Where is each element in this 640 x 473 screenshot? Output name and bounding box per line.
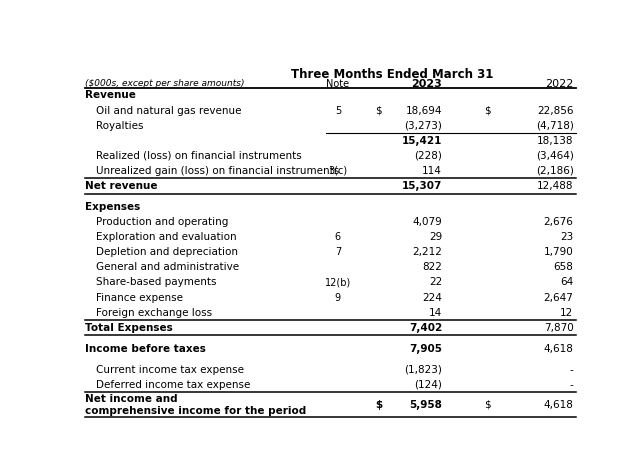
Text: (2,186): (2,186) — [536, 166, 573, 176]
Text: 658: 658 — [554, 263, 573, 272]
Text: 15,421: 15,421 — [402, 136, 442, 146]
Text: $: $ — [375, 400, 382, 410]
Text: 5,958: 5,958 — [409, 400, 442, 410]
Text: Revenue: Revenue — [85, 90, 136, 100]
Text: 64: 64 — [560, 278, 573, 288]
Text: Note: Note — [326, 79, 349, 89]
Text: Realized (loss) on financial instruments: Realized (loss) on financial instruments — [96, 151, 301, 161]
Text: 14: 14 — [429, 307, 442, 318]
Text: Net income and
comprehensive income for the period: Net income and comprehensive income for … — [85, 394, 306, 416]
Text: ($000s, except per share amounts): ($000s, except per share amounts) — [85, 79, 244, 88]
Text: $: $ — [484, 105, 491, 115]
Text: 9: 9 — [335, 293, 341, 303]
Text: Expenses: Expenses — [85, 202, 140, 212]
Text: 2023: 2023 — [412, 79, 442, 89]
Text: 2,647: 2,647 — [543, 293, 573, 303]
Text: Depletion and depreciation: Depletion and depreciation — [96, 247, 238, 257]
Text: Deferred income tax expense: Deferred income tax expense — [96, 380, 250, 390]
Text: Finance expense: Finance expense — [96, 293, 183, 303]
Text: Net revenue: Net revenue — [85, 181, 157, 191]
Text: 114: 114 — [422, 166, 442, 176]
Text: 4,618: 4,618 — [543, 344, 573, 354]
Text: Income before taxes: Income before taxes — [85, 344, 206, 354]
Text: 7: 7 — [335, 247, 341, 257]
Text: (228): (228) — [414, 151, 442, 161]
Text: 18,138: 18,138 — [537, 136, 573, 146]
Text: General and administrative: General and administrative — [96, 263, 239, 272]
Text: (3,273): (3,273) — [404, 121, 442, 131]
Text: 2022: 2022 — [545, 79, 573, 89]
Text: Current income tax expense: Current income tax expense — [96, 365, 244, 375]
Text: 4,079: 4,079 — [412, 217, 442, 227]
Text: Share-based payments: Share-based payments — [96, 278, 216, 288]
Text: -: - — [570, 365, 573, 375]
Text: (3,464): (3,464) — [536, 151, 573, 161]
Text: 18,694: 18,694 — [406, 105, 442, 115]
Text: Unrealized gain (loss) on financial instruments: Unrealized gain (loss) on financial inst… — [96, 166, 339, 176]
Text: Exploration and evaluation: Exploration and evaluation — [96, 232, 237, 242]
Text: 7,402: 7,402 — [409, 323, 442, 333]
Text: 7,905: 7,905 — [409, 344, 442, 354]
Text: 23: 23 — [560, 232, 573, 242]
Text: Royalties: Royalties — [96, 121, 143, 131]
Text: 12: 12 — [560, 307, 573, 318]
Text: 29: 29 — [429, 232, 442, 242]
Text: $: $ — [375, 105, 381, 115]
Text: 22: 22 — [429, 278, 442, 288]
Text: 12,488: 12,488 — [537, 181, 573, 191]
Text: 6: 6 — [335, 232, 341, 242]
Text: Three Months Ended March 31: Three Months Ended March 31 — [291, 68, 493, 81]
Text: 2,676: 2,676 — [543, 217, 573, 227]
Text: (4,718): (4,718) — [536, 121, 573, 131]
Text: 2,212: 2,212 — [412, 247, 442, 257]
Text: Production and operating: Production and operating — [96, 217, 228, 227]
Text: 822: 822 — [422, 263, 442, 272]
Text: 22,856: 22,856 — [537, 105, 573, 115]
Text: (124): (124) — [414, 380, 442, 390]
Text: 15,307: 15,307 — [402, 181, 442, 191]
Text: 4,618: 4,618 — [543, 400, 573, 410]
Text: 7,870: 7,870 — [544, 323, 573, 333]
Text: 5: 5 — [335, 105, 341, 115]
Text: Total Expenses: Total Expenses — [85, 323, 173, 333]
Text: (1,823): (1,823) — [404, 365, 442, 375]
Text: 12(b): 12(b) — [324, 278, 351, 288]
Text: 1,790: 1,790 — [544, 247, 573, 257]
Text: 224: 224 — [422, 293, 442, 303]
Text: 3(c): 3(c) — [328, 166, 348, 176]
Text: Oil and natural gas revenue: Oil and natural gas revenue — [96, 105, 241, 115]
Text: $: $ — [484, 400, 491, 410]
Text: -: - — [570, 380, 573, 390]
Text: Foreign exchange loss: Foreign exchange loss — [96, 307, 212, 318]
